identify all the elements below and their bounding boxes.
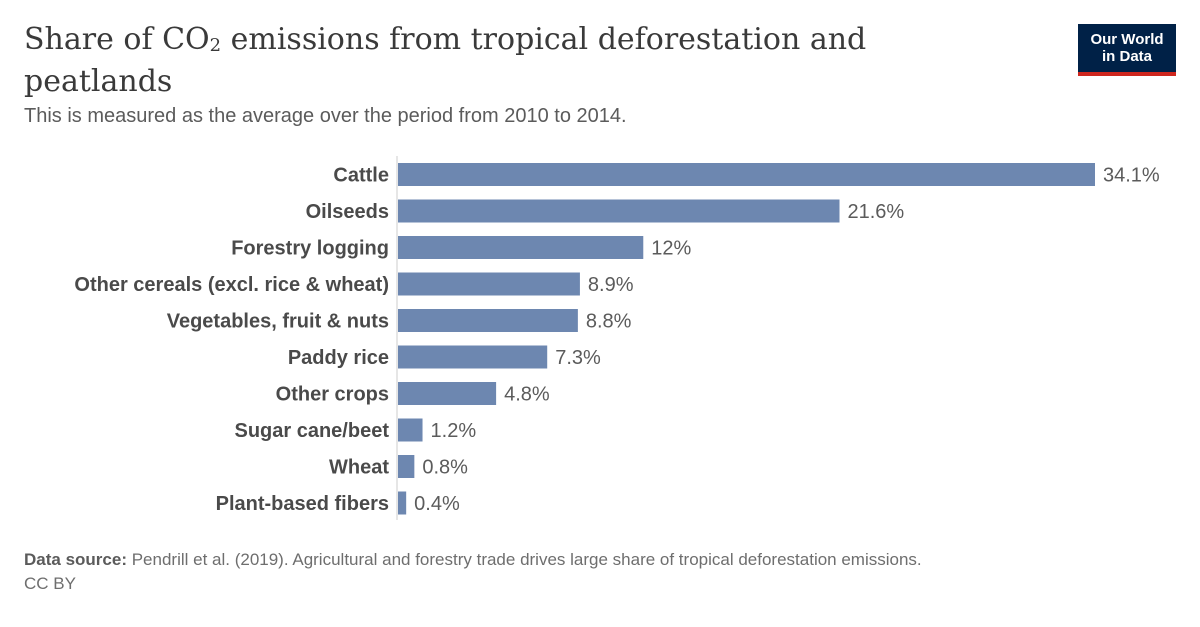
title-subscript: 2 xyxy=(209,35,222,56)
bar[interactable] xyxy=(398,382,497,405)
license-text[interactable]: CC BY xyxy=(24,574,76,593)
bar[interactable] xyxy=(398,163,1095,186)
bar-chart: Cattle 34.1% Oilseeds 21.6% Forestry logging… xyxy=(74,156,1160,520)
value-label: 8.8% xyxy=(586,311,632,333)
logo-line-1: Our World xyxy=(1090,31,1164,48)
chart-subtitle: This is measured as the average over the… xyxy=(24,105,627,127)
value-label: 12% xyxy=(651,238,691,260)
category-label: Other crops xyxy=(276,384,389,406)
chart-footer: Data source: Pendrill et al. (2019). Agr… xyxy=(24,548,922,596)
chart-title: Share of CO2 emissions from tropical def… xyxy=(24,22,924,100)
data-source-label: Data source: xyxy=(24,550,127,569)
category-label: Paddy rice xyxy=(288,347,389,369)
value-label: 1.2% xyxy=(431,420,477,442)
data-source: Data source: Pendrill et al. (2019). Agr… xyxy=(24,548,922,572)
bar[interactable] xyxy=(398,309,578,332)
category-label: Wheat xyxy=(329,457,389,479)
category-label: Plant-based fibers xyxy=(216,493,389,515)
category-label: Forestry logging xyxy=(231,238,389,260)
category-label: Oilseeds xyxy=(306,201,389,223)
category-label: Other cereals (excl. rice & wheat) xyxy=(74,274,389,296)
bar[interactable] xyxy=(398,272,580,296)
category-label: Sugar cane/beet xyxy=(234,420,389,442)
bar[interactable] xyxy=(398,199,840,223)
value-label: 0.4% xyxy=(414,493,460,515)
title-main: Share of CO xyxy=(24,22,210,57)
value-label: 7.3% xyxy=(555,347,601,369)
value-label: 21.6% xyxy=(848,201,905,223)
bar[interactable] xyxy=(398,491,407,515)
category-label: Vegetables, fruit & nuts xyxy=(167,311,389,333)
bar[interactable] xyxy=(398,236,644,259)
value-label: 4.8% xyxy=(504,384,550,406)
bar[interactable] xyxy=(398,455,415,478)
bar[interactable] xyxy=(398,345,548,369)
category-label: Cattle xyxy=(333,165,389,187)
value-label: 34.1% xyxy=(1103,165,1160,187)
value-label: 8.9% xyxy=(588,274,634,296)
bar[interactable] xyxy=(398,418,423,442)
owid-logo[interactable]: Our World in Data xyxy=(1078,24,1176,76)
title-rest: emissions from tropical deforestation an… xyxy=(24,22,867,99)
logo-line-2: in Data xyxy=(1101,48,1152,65)
data-source-text: Pendrill et al. (2019). Agricultural and… xyxy=(126,550,922,569)
value-label: 0.8% xyxy=(422,457,468,479)
